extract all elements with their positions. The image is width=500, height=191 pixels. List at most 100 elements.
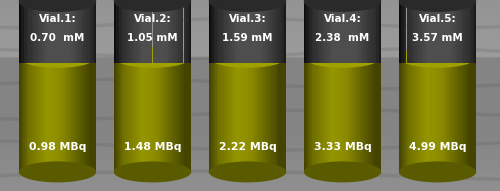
Bar [135,57,137,172]
Bar [325,57,327,172]
Bar [371,1,374,63]
Bar [84,1,86,63]
Bar [306,57,308,172]
Bar [237,1,240,63]
Bar [372,57,374,172]
Bar [152,1,155,63]
Bar [160,57,162,172]
Bar [472,57,474,172]
Bar [238,57,240,172]
Bar [71,57,73,172]
Bar [190,57,191,172]
Bar [38,57,40,172]
Bar [306,1,309,63]
Text: 4.99 MBq: 4.99 MBq [409,142,466,152]
Bar [145,1,148,63]
Bar [366,57,368,172]
Bar [182,57,184,172]
Bar [267,57,269,172]
Bar [30,57,32,172]
Bar [242,57,244,172]
Bar [272,57,274,172]
Bar [119,1,122,63]
Bar [342,57,344,172]
Bar [94,57,96,172]
Bar [414,57,416,172]
Bar [368,1,371,63]
Bar [457,57,459,172]
Bar [50,57,51,172]
Bar [224,57,226,172]
Bar [309,1,312,63]
Bar [363,1,366,63]
Bar [126,57,128,172]
Bar [378,1,382,63]
Bar [240,57,242,172]
Bar [219,1,222,63]
Bar [274,57,276,172]
Text: Vial.2:: Vial.2: [134,14,172,24]
Bar [48,57,50,172]
Bar [261,57,263,172]
Bar [340,1,342,63]
Bar [417,1,420,63]
Bar [322,1,324,63]
Bar [162,57,164,172]
Bar [114,1,116,63]
Text: 1.48 MBq: 1.48 MBq [124,142,181,152]
Bar [438,57,440,172]
Ellipse shape [399,47,476,68]
Bar [52,57,54,172]
Bar [329,57,331,172]
Bar [244,57,246,172]
Text: 2.38  mM: 2.38 mM [316,33,370,43]
Bar [50,1,52,63]
Bar [453,57,455,172]
Bar [44,57,46,172]
Ellipse shape [304,0,382,12]
Bar [438,1,440,63]
Bar [422,57,424,172]
Bar [248,1,250,63]
Bar [60,57,62,172]
Ellipse shape [19,47,96,68]
Ellipse shape [209,47,286,68]
Bar [342,1,345,63]
Bar [376,57,378,172]
Bar [166,57,168,172]
Bar [158,57,160,172]
Bar [257,57,259,172]
Bar [184,1,186,63]
Bar [462,57,464,172]
Bar [82,57,84,172]
Bar [254,57,255,172]
Bar [316,57,318,172]
Bar [230,1,232,63]
Bar [214,57,216,172]
Bar [468,57,470,172]
Bar [116,57,117,172]
Text: 3.57 mM: 3.57 mM [412,33,463,43]
Bar [444,57,446,172]
Bar [242,1,245,63]
Bar [22,57,24,172]
Text: Vial.3:: Vial.3: [228,14,266,24]
Bar [134,1,137,63]
Bar [129,57,131,172]
Bar [52,1,55,63]
Bar [399,57,400,172]
Bar [120,57,122,172]
Bar [455,57,457,172]
Bar [178,57,180,172]
Bar [378,57,380,172]
Bar [338,1,340,63]
Bar [222,1,224,63]
Bar [65,1,68,63]
Bar [308,57,310,172]
Bar [76,1,78,63]
Bar [133,57,135,172]
Bar [212,57,214,172]
Ellipse shape [399,161,476,182]
Bar [416,57,418,172]
Bar [131,57,133,172]
